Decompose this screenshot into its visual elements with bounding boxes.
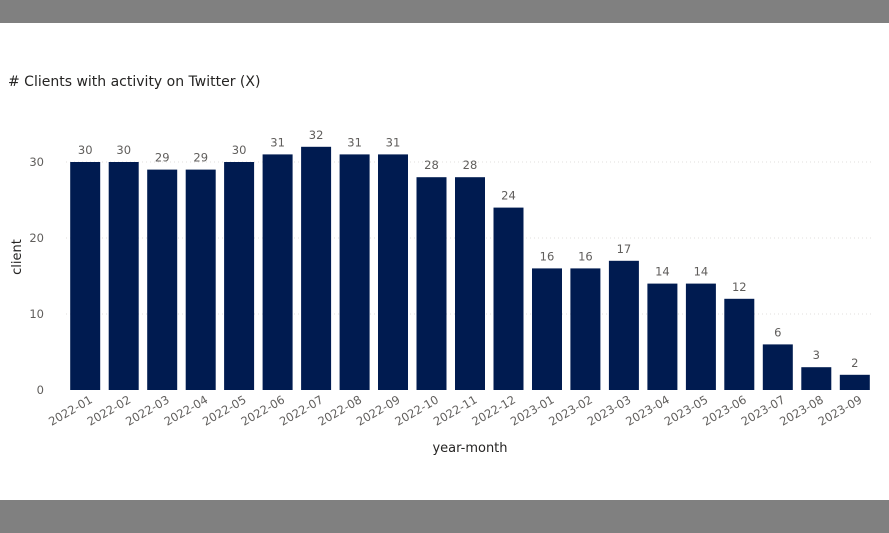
bar[interactable] — [224, 162, 255, 390]
data-label: 28 — [463, 158, 478, 172]
data-label: 6 — [774, 325, 781, 339]
bar[interactable] — [762, 344, 793, 390]
bar[interactable] — [608, 260, 639, 390]
data-label: 31 — [386, 135, 401, 149]
y-axis-ticks: 0 10 20 30 — [29, 155, 44, 397]
bar[interactable] — [147, 169, 178, 390]
data-label: 14 — [655, 265, 670, 279]
bar[interactable] — [532, 268, 562, 390]
bar[interactable] — [724, 298, 755, 390]
bar[interactable] — [647, 283, 678, 390]
bar[interactable] — [839, 374, 870, 390]
data-label: 16 — [540, 249, 555, 263]
bar[interactable] — [801, 367, 832, 390]
data-label: 31 — [270, 135, 285, 149]
bar[interactable] — [685, 283, 716, 390]
data-label: 30 — [78, 143, 93, 157]
x-tick-label: 2023-09 — [816, 392, 865, 428]
bars — [70, 146, 870, 390]
bar[interactable] — [378, 154, 408, 390]
bar[interactable] — [455, 177, 485, 390]
y-tick-label: 10 — [29, 307, 44, 321]
x-axis-ticks: 2022-012022-022022-032022-042022-052022-… — [46, 392, 864, 428]
bar[interactable] — [339, 154, 370, 390]
data-label: 30 — [232, 143, 247, 157]
data-label: 28 — [424, 158, 439, 172]
chart-title: # Clients with activity on Twitter (X) — [8, 74, 261, 90]
data-label: 24 — [501, 189, 516, 203]
data-label: 30 — [116, 143, 131, 157]
data-label: 16 — [578, 249, 593, 263]
bar[interactable] — [108, 162, 139, 390]
bottom-frame-bar — [0, 500, 889, 533]
y-tick-label: 20 — [29, 231, 44, 245]
bar[interactable] — [301, 146, 332, 390]
y-axis-title: client — [10, 239, 25, 275]
bar[interactable] — [70, 162, 101, 390]
data-label: 12 — [732, 280, 747, 294]
data-label: 2 — [851, 356, 858, 370]
data-label: 29 — [193, 151, 208, 165]
data-label: 32 — [309, 128, 324, 142]
y-tick-label: 0 — [37, 383, 44, 397]
y-tick-label: 30 — [29, 155, 44, 169]
bar[interactable] — [185, 169, 216, 390]
x-axis-title: year-month — [432, 441, 507, 456]
top-frame-bar — [0, 0, 889, 23]
data-label: 17 — [617, 242, 632, 256]
data-label: 29 — [155, 151, 170, 165]
bar[interactable] — [262, 154, 293, 390]
data-label: 3 — [813, 348, 820, 362]
bar[interactable] — [493, 207, 524, 390]
data-label: 14 — [694, 265, 709, 279]
data-label: 31 — [347, 135, 362, 149]
bar[interactable] — [570, 268, 601, 390]
bar[interactable] — [416, 177, 447, 390]
